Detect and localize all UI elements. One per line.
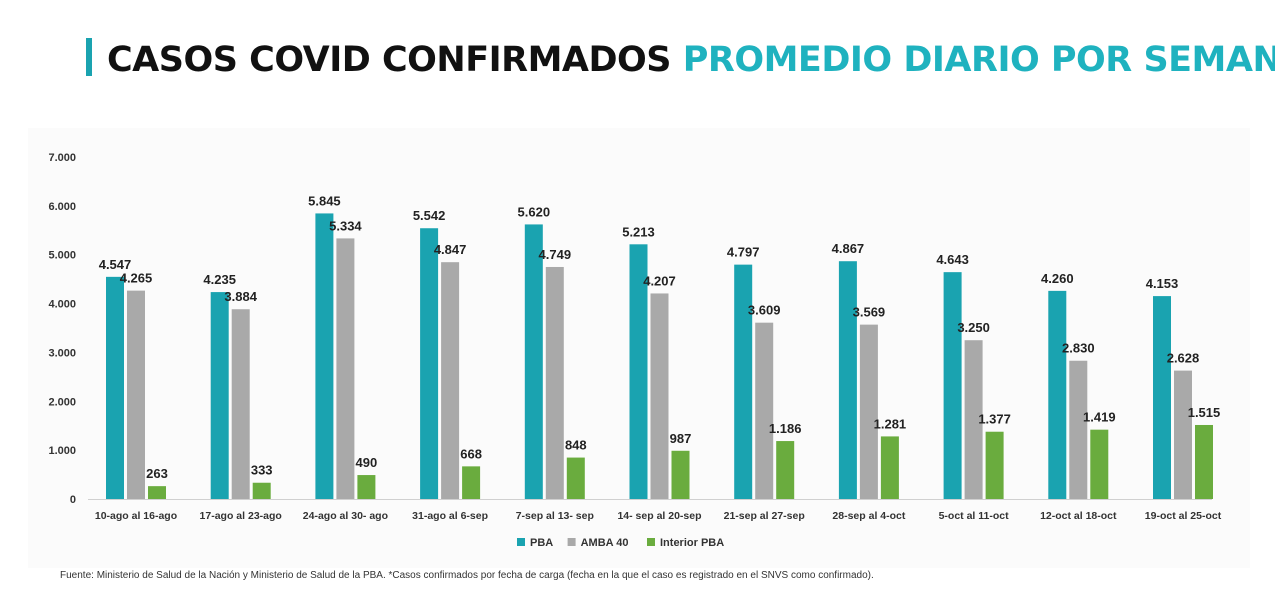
data-label: 3.609 <box>748 303 781 318</box>
bar-amba-40 <box>964 340 983 499</box>
bar-interior-pba <box>1195 424 1213 499</box>
bar-pba <box>210 292 229 499</box>
y-tick-label: 6.000 <box>48 201 76 213</box>
y-tick-label: 5.000 <box>48 250 76 262</box>
data-label: 848 <box>565 438 587 453</box>
x-tick-label: 7-sep al 13- sep <box>516 510 594 522</box>
legend-swatch <box>647 538 655 546</box>
x-tick-label: 21-sep al 27-sep <box>724 510 805 522</box>
bar-amba-40 <box>1069 360 1088 499</box>
bar-pba <box>734 264 753 499</box>
title-main: CASOS COVID CONFIRMADOS <box>107 40 672 80</box>
bar-interior-pba <box>462 466 481 499</box>
bar-pba <box>943 272 962 499</box>
data-label: 5.213 <box>622 224 655 239</box>
title-accent: PROMEDIO DIARIO POR SEMANA <box>682 40 1275 80</box>
data-label: 1.186 <box>769 421 802 436</box>
bar-interior-pba <box>357 475 376 499</box>
bar-pba <box>420 228 439 500</box>
data-label: 4.547 <box>99 257 132 272</box>
legend-label: AMBA 40 <box>581 537 629 549</box>
legend-swatch <box>517 538 525 546</box>
data-label: 4.235 <box>203 272 236 287</box>
bar-amba-40 <box>1174 370 1192 499</box>
data-label: 3.250 <box>957 320 990 335</box>
y-tick-label: 2.000 <box>48 396 76 408</box>
data-label: 4.749 <box>539 247 572 262</box>
data-label: 668 <box>460 446 482 461</box>
data-label: 4.153 <box>1146 276 1179 291</box>
bar-pba <box>1153 296 1171 499</box>
data-label: 333 <box>251 463 273 478</box>
data-label: 1.377 <box>978 412 1011 427</box>
data-label: 5.620 <box>518 204 551 219</box>
page-title: CASOS COVID CONFIRMADOS PROMEDIO DIARIO … <box>107 36 1275 84</box>
bar-interior-pba <box>671 450 690 499</box>
bar-amba-40 <box>755 322 774 499</box>
bar-interior-pba <box>776 441 795 499</box>
bar-amba-40 <box>859 324 878 499</box>
title-accent-bar <box>86 38 92 76</box>
x-tick-label: 14- sep al 20-sep <box>617 510 701 522</box>
bar-pba <box>1048 290 1067 499</box>
data-label: 1.281 <box>874 416 907 431</box>
data-label: 987 <box>670 431 692 446</box>
x-tick-label: 19-oct al 25-oct <box>1145 510 1222 522</box>
x-tick-label: 12-oct al 18-oct <box>1040 510 1117 522</box>
data-label: 490 <box>356 455 378 470</box>
bar-amba-40 <box>650 293 669 499</box>
y-tick-label: 7.000 <box>48 152 76 164</box>
bar-chart: 0 1.000 2.000 3.000 4.000 5.000 6.000 7.000 4.54… <box>48 152 1222 549</box>
bar-interior-pba <box>985 431 1004 499</box>
data-label: 4.867 <box>832 241 865 256</box>
data-label: 5.845 <box>308 193 341 208</box>
bar-interior-pba <box>252 482 271 499</box>
data-label: 3.569 <box>853 305 886 320</box>
bar-pba <box>106 276 124 499</box>
legend-label: PBA <box>530 537 553 549</box>
data-label: 3.884 <box>224 289 257 304</box>
data-label: 1.419 <box>1083 410 1116 425</box>
data-label: 4.847 <box>434 242 467 257</box>
bar-amba-40 <box>545 266 564 499</box>
bar-pba <box>315 213 334 499</box>
data-label: 263 <box>146 466 168 481</box>
x-tick-label: 28-sep al 4-oct <box>832 510 905 522</box>
source-note: Fuente: Ministerio de Salud de la Nación… <box>60 570 874 581</box>
x-tick-label: 24-ago al 30- ago <box>303 510 388 522</box>
legend-swatch <box>567 538 576 546</box>
x-tick-label: 31-ago al 6-sep <box>412 510 488 522</box>
bar-pba <box>629 244 648 499</box>
bar-amba-40 <box>336 238 355 499</box>
data-label: 2.830 <box>1062 341 1095 356</box>
data-label: 2.628 <box>1167 351 1200 366</box>
y-tick-label: 1.000 <box>48 445 76 457</box>
bar-pba <box>838 261 857 499</box>
y-tick-label: 4.000 <box>48 299 76 311</box>
bar-interior-pba <box>880 436 899 499</box>
bar-pba <box>524 224 543 499</box>
bar-amba-40 <box>441 262 460 499</box>
data-label: 4.797 <box>727 245 760 260</box>
bar-interior-pba <box>148 486 166 499</box>
y-tick-label: 0 <box>70 494 76 506</box>
y-tick-label: 3.000 <box>48 347 76 359</box>
data-label: 4.643 <box>936 252 969 267</box>
x-tick-label: 5-oct al 11-oct <box>939 510 1010 522</box>
legend-label: Interior PBA <box>660 537 724 549</box>
x-tick-label: 10-ago al 16-ago <box>95 510 177 522</box>
bar-interior-pba <box>566 457 585 499</box>
bar-amba-40 <box>127 290 145 499</box>
data-label: 4.207 <box>643 273 676 288</box>
data-label: 4.260 <box>1041 271 1074 286</box>
data-label: 4.265 <box>120 271 153 286</box>
bar-interior-pba <box>1090 429 1109 499</box>
x-tick-label: 17-ago al 23-ago <box>200 510 282 522</box>
data-label: 1.515 <box>1188 405 1221 420</box>
bar-amba-40 <box>231 309 250 499</box>
data-label: 5.542 <box>413 208 446 223</box>
data-label: 5.334 <box>329 218 362 233</box>
